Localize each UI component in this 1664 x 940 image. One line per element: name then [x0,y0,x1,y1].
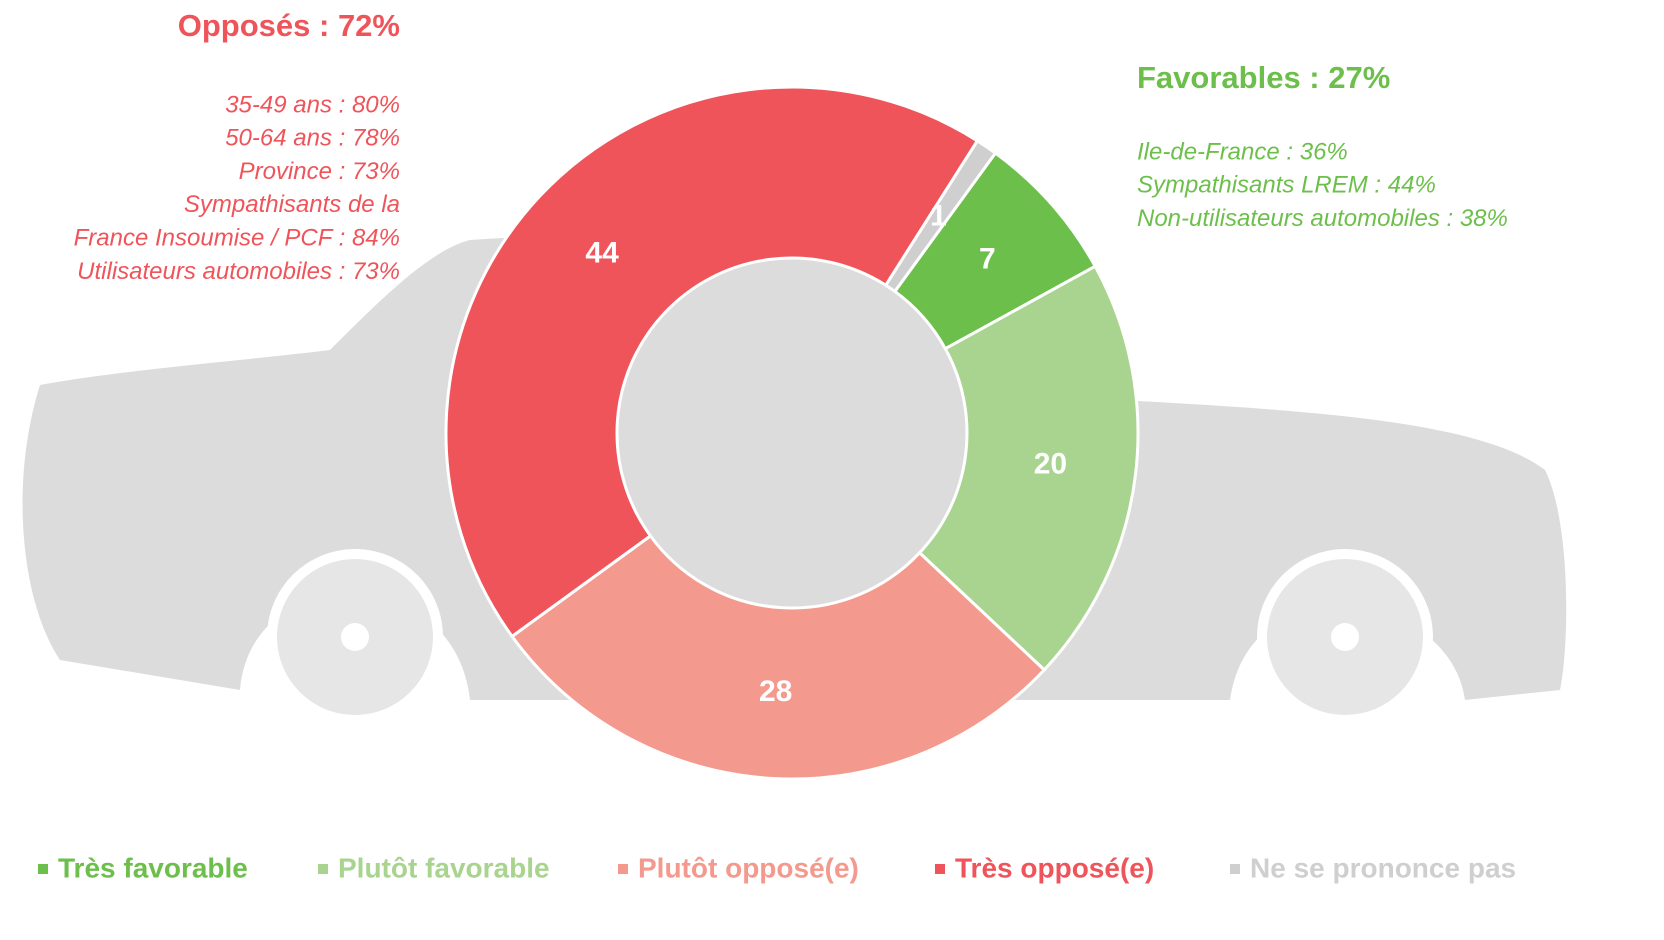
annotation-line: Utilisateurs automobiles : 73% [77,258,400,285]
legend-label: Plutôt opposé(e) [638,852,859,883]
annotation-title: Opposés : 72% [178,8,400,43]
annotation-line: Non-utilisateurs automobiles : 38% [1137,205,1508,232]
annotation-line: Province : 73% [239,158,400,185]
legend-label: Ne se prononce pas [1250,852,1516,883]
data-label: 20 [1034,448,1067,481]
legend-swatch [618,864,628,874]
annotation-line: 50-64 ans : 78% [225,125,400,152]
annotation-title: Favorables : 27% [1137,60,1390,95]
annotation-line: Ile-de-France : 36% [1137,138,1348,165]
annotation-line: France Insoumise / PCF : 84% [74,225,400,252]
data-label: 7 [979,243,996,276]
data-label: 44 [585,237,619,270]
legend-swatch [38,864,48,874]
legend-label: Très favorable [58,852,248,883]
data-label: 28 [759,675,792,708]
legend-label: Très opposé(e) [955,852,1154,883]
annotation-line: Sympathisants de la [184,191,400,218]
annotation-line: 35-49 ans : 80% [225,91,400,118]
chart: 7 20 28 44 1 Opposés : 72% 35-49 ans : 80% 50-… [0,0,1664,940]
legend-swatch [1230,864,1240,874]
annotation-line: Sympathisants LREM : 44% [1137,172,1436,199]
legend-swatch [935,864,945,874]
data-label: 1 [930,199,947,232]
legend-swatch [318,864,328,874]
legend: Très favorable Plutôt favorable Plutôt opp… [38,852,1516,883]
legend-label: Plutôt favorable [338,852,550,883]
